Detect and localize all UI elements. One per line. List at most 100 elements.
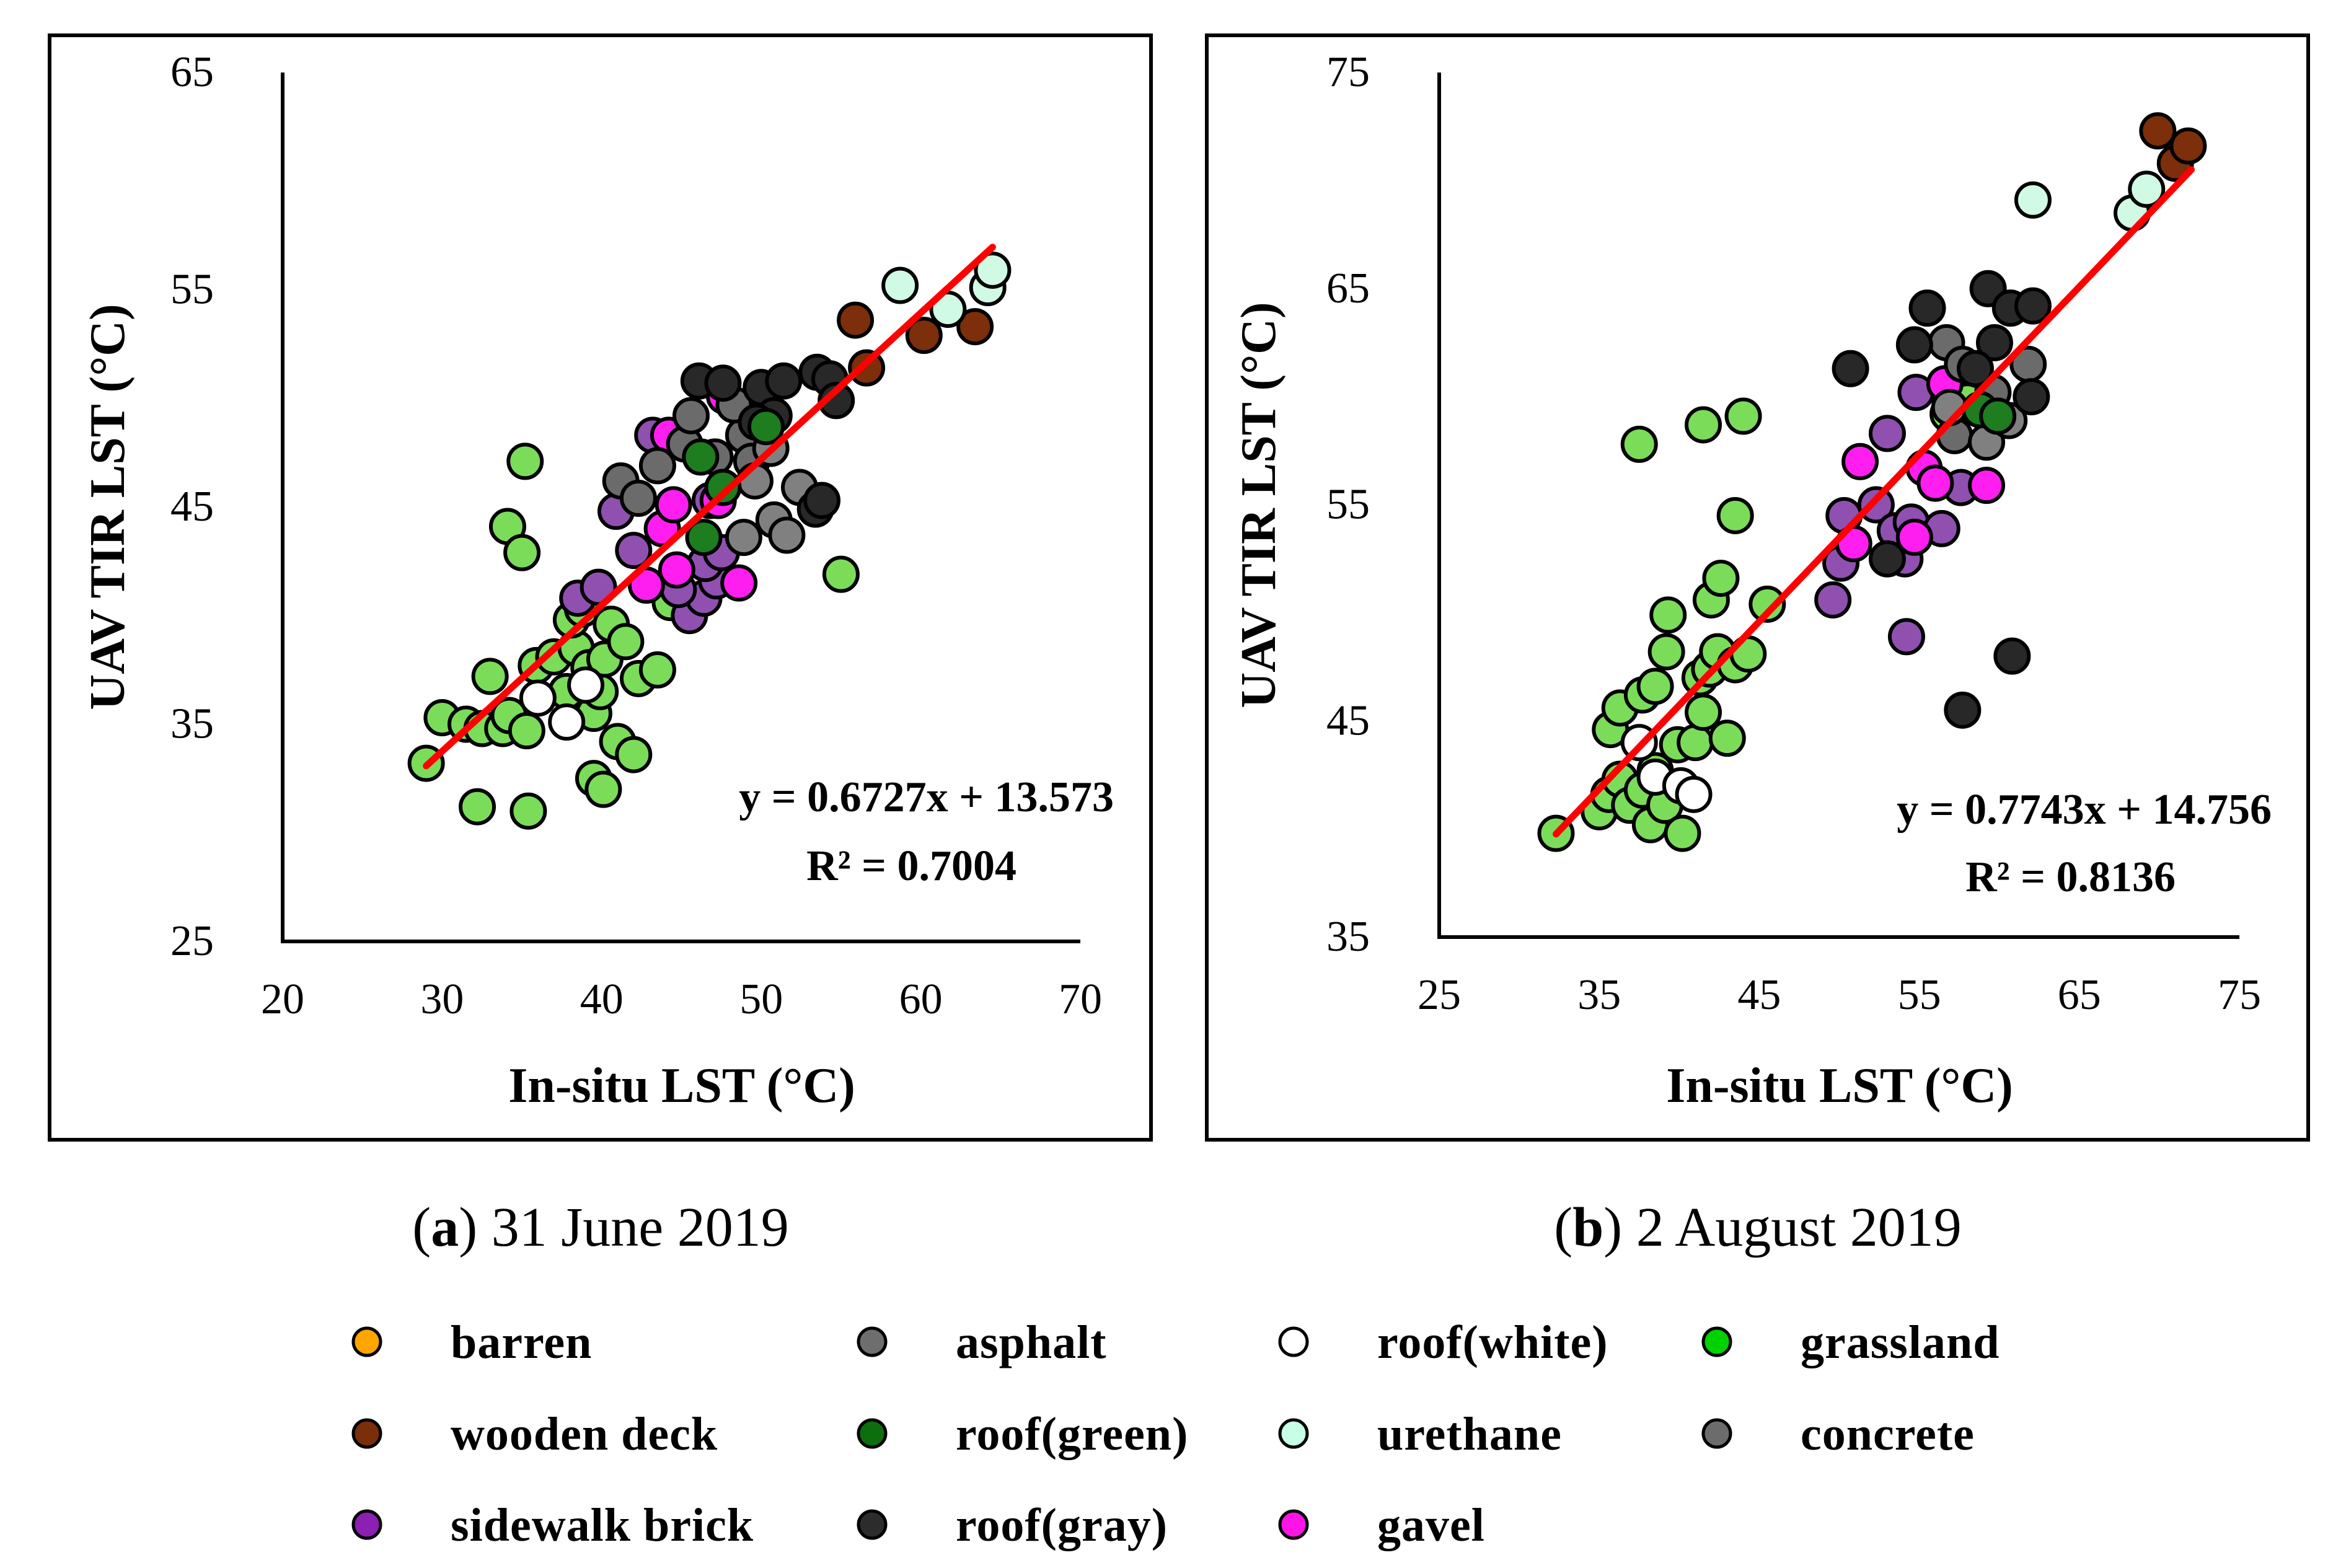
data-point-asphalt [672, 397, 710, 434]
legend-label: concrete [1801, 1408, 1975, 1460]
legend-marker-grassland [1701, 1326, 1732, 1357]
legend-item-sidewalk-brick: sidewalk brick [351, 1499, 754, 1551]
data-point-concrete [768, 516, 806, 554]
data-point-roof-gray [2014, 287, 2052, 325]
data-point-roof-gray [803, 482, 841, 519]
data-point-roof-green [704, 469, 742, 506]
panel-b-points [1537, 112, 2207, 852]
data-point-grassland [822, 555, 860, 593]
data-point-gavel [720, 564, 758, 602]
legend-item-roof-gray: roof(gray) [857, 1499, 1167, 1551]
data-point-roof-green [747, 408, 785, 446]
data-point-grassland [503, 534, 541, 571]
data-point-roof-white [548, 703, 586, 741]
data-point-roof-gray [1975, 324, 2013, 361]
data-point-wooden-deck [956, 308, 994, 346]
panel-a-y-tick-label: 45 [170, 483, 214, 531]
panel-b-ticks: 25 35 45 55 65 75 35 45 55 65 75 [1326, 48, 2261, 1019]
data-point-grassland [1677, 724, 1714, 762]
legend-label: gavel [1377, 1499, 1485, 1551]
panel-a-x-tick-label: 20 [261, 976, 304, 1023]
panel-b-frame [1205, 33, 2310, 1142]
legend-item-roof-green: roof(green) [857, 1408, 1188, 1460]
data-point-roof-gray [1956, 350, 1994, 387]
panel-a-y-tick-label: 25 [170, 917, 214, 965]
panel-a-x-tick-label: 40 [580, 976, 624, 1023]
data-point-grassland [506, 443, 544, 480]
data-point-roof-gray [1868, 540, 1906, 578]
data-point-grassland [1716, 496, 1754, 534]
panel-a-y-tick-label: 35 [170, 700, 214, 748]
data-point-gavel [1968, 467, 2006, 504]
data-point-grassland [508, 712, 545, 750]
data-point-urethane [881, 266, 919, 304]
data-point-sidewalk-brick [1814, 581, 1852, 619]
panel-a-x-tick-label: 30 [420, 976, 464, 1023]
panel-b-y-tick-label: 55 [1326, 481, 1370, 529]
legend-marker-asphalt [857, 1326, 888, 1357]
panel-a-x-title: In-situ LST (°C) [508, 1059, 855, 1113]
panel-a-x-tick-label: 50 [739, 976, 783, 1023]
panel-b-x-title: In-situ LST (°C) [1666, 1059, 2013, 1113]
data-point-grassland [1620, 425, 1658, 463]
legend-label: grassland [1801, 1316, 2000, 1368]
panel-b-x-tick-label: 75 [2218, 971, 2261, 1019]
legend-marker-roof-white [1278, 1326, 1309, 1357]
data-point-roof-gray [1944, 691, 1982, 729]
legend-item-barren: barren [351, 1316, 592, 1368]
legend-marker-roof-green [857, 1418, 888, 1449]
data-point-roof-gray [1895, 326, 1933, 364]
panel-b-r2: R² = 0.8136 [1965, 853, 2176, 901]
legend-marker-sidewalk-brick [351, 1509, 382, 1540]
legend-item-grassland: grassland [1701, 1316, 2000, 1368]
data-point-grassland [1724, 397, 1762, 435]
data-point-roof-white [519, 679, 557, 717]
data-point-gavel [655, 486, 692, 524]
panel-a-y-tick-label: 65 [170, 48, 214, 96]
data-point-grassland [509, 792, 547, 830]
data-point-grassland [1685, 406, 1722, 444]
data-point-roof-gray [2013, 378, 2050, 416]
data-point-roof-green [685, 519, 723, 557]
data-point-roof-gray [765, 362, 803, 400]
legend-marker-wooden-deck [351, 1418, 382, 1449]
data-point-grassland [1702, 560, 1740, 597]
legend-label: barren [451, 1316, 592, 1368]
legend-label: sidewalk brick [451, 1499, 754, 1551]
panel-a-caption: (a) 31 June 2019 [412, 1197, 788, 1258]
panel-b-equation: y = 0.7743x + 14.756 [1897, 786, 2272, 834]
panel-b-y-tick-label: 75 [1326, 48, 1370, 96]
panel-b-x-tick-label: 45 [1737, 971, 1781, 1019]
data-point-urethane [2014, 181, 2052, 219]
legend-label: roof(green) [956, 1408, 1188, 1460]
panel-a-points [407, 251, 1012, 830]
legend-item-concrete: concrete [1701, 1408, 1975, 1460]
legend: barren asphalt roof(white) grassland wooden … [351, 1316, 2000, 1551]
panel-b-x-tick-label: 55 [1898, 971, 1941, 1019]
data-point-grassland [607, 623, 645, 661]
data-point-urethane [2128, 170, 2166, 208]
panel-a-ticks: 20 30 40 50 60 70 25 35 45 55 65 [170, 48, 1102, 1023]
panel-b-y-tick-label: 65 [1326, 265, 1370, 312]
panel-a-frame [48, 33, 1153, 1142]
data-point-sidewalk-brick [1887, 618, 1925, 656]
data-point-urethane [974, 251, 1012, 289]
data-point-grassland [638, 651, 676, 689]
panel-b-trendline [1552, 166, 2195, 838]
data-point-wooden-deck [837, 301, 875, 339]
panel-a-x-tick-label: 70 [1059, 976, 1102, 1023]
legend-item-roof-white: roof(white) [1278, 1316, 1608, 1368]
panel-a-y-tick-label: 55 [170, 266, 214, 314]
panel-a-equation: y = 0.6727x + 13.573 [739, 773, 1114, 821]
legend-marker-barren [351, 1326, 382, 1357]
panel-b-x-tick-label: 65 [2058, 971, 2101, 1019]
legend-item-wooden-deck: wooden deck [351, 1408, 717, 1460]
data-point-gavel [1841, 443, 1879, 480]
data-point-roof-gray [1908, 289, 1946, 327]
data-point-roof-green [682, 438, 720, 476]
data-point-grassland [1636, 667, 1674, 705]
legend-marker-gavel [1278, 1509, 1309, 1540]
